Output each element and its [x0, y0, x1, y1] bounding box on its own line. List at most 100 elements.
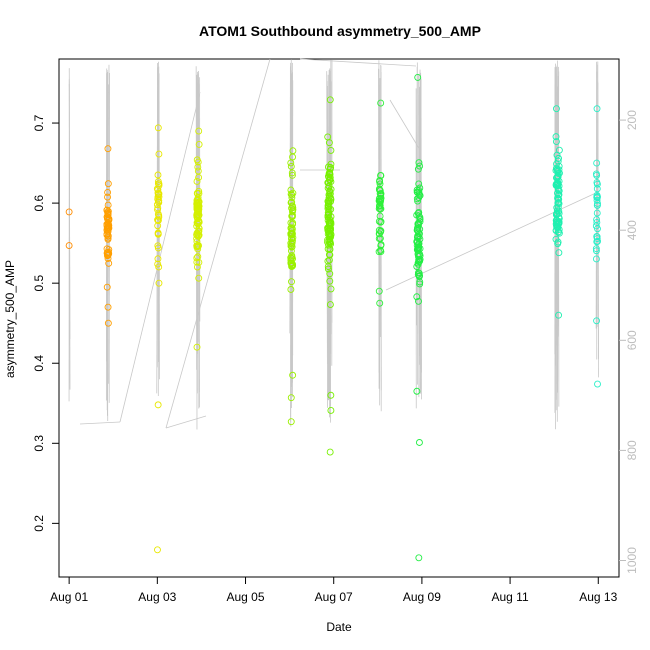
data-point — [154, 255, 162, 263]
data-point — [155, 150, 163, 158]
data-point — [324, 257, 332, 265]
data-point — [555, 199, 562, 206]
data-point — [414, 197, 422, 205]
data-point — [552, 133, 560, 141]
data-point — [155, 182, 163, 189]
x-tick-label: Aug 03 — [138, 590, 176, 604]
data-point — [193, 235, 201, 242]
data-point — [593, 216, 601, 223]
transect-line — [165, 415, 207, 429]
data-point — [555, 249, 563, 257]
data-point — [413, 237, 421, 245]
data-point — [155, 190, 163, 198]
data-point — [377, 172, 384, 179]
x-axis: Aug 01 Aug 03 Aug 05 Aug 07 Aug 09 Aug 11 Aug … — [50, 576, 618, 604]
data-point — [288, 234, 296, 242]
data-point — [154, 401, 162, 409]
data-point — [377, 195, 384, 203]
data-point — [104, 303, 112, 311]
data-point — [195, 217, 203, 225]
transect-line — [299, 58, 417, 67]
data-point — [287, 163, 295, 170]
data-point — [377, 242, 385, 250]
data-point — [376, 230, 383, 238]
data-point — [327, 285, 335, 293]
data-point — [325, 179, 332, 187]
data-point — [592, 247, 600, 255]
data-point — [324, 133, 332, 141]
data-point — [327, 160, 335, 168]
depth-profile-line — [597, 82, 599, 359]
data-point — [377, 99, 385, 107]
data-point — [193, 214, 201, 222]
data-point — [104, 211, 112, 219]
data-point — [553, 105, 560, 113]
data-point — [554, 189, 561, 197]
data-point — [324, 172, 332, 180]
y-tick-label: 0.6 — [32, 194, 46, 211]
data-point — [324, 265, 332, 273]
data-point — [326, 301, 334, 309]
data-point — [415, 159, 423, 167]
data-point — [195, 198, 203, 206]
data-point — [287, 190, 295, 198]
data-point — [327, 407, 335, 414]
data-point — [593, 201, 601, 209]
transect-line — [389, 99, 421, 151]
transect-line — [79, 421, 121, 425]
data-point — [413, 226, 421, 234]
data-point — [413, 293, 421, 301]
data-point — [416, 215, 424, 223]
data-point — [592, 255, 600, 263]
data-point — [195, 227, 203, 235]
x-tick-label: Aug 07 — [315, 590, 353, 604]
data-point — [326, 96, 334, 104]
data-point — [289, 220, 297, 228]
data-point — [325, 170, 333, 178]
data-point — [414, 165, 422, 173]
data-point — [288, 204, 296, 212]
data-point — [416, 184, 424, 192]
data-point — [554, 154, 562, 162]
data-point — [104, 145, 112, 153]
data-point — [555, 191, 563, 199]
data-point — [195, 187, 203, 195]
data-point — [326, 277, 334, 285]
data-point — [376, 234, 384, 242]
data-point — [414, 271, 422, 279]
data-point — [327, 146, 335, 154]
data-point — [194, 158, 202, 166]
data-point — [288, 278, 295, 286]
data-point — [593, 159, 601, 167]
data-point — [593, 196, 601, 204]
data-point — [554, 203, 562, 211]
x-axis-label: Date — [326, 620, 352, 634]
data-point — [594, 380, 601, 388]
data-point — [554, 194, 561, 202]
data-point — [154, 186, 162, 194]
depth-profile-line — [158, 73, 160, 380]
data-point — [413, 263, 421, 270]
data-point — [104, 319, 112, 327]
data-point — [416, 280, 424, 288]
data-point — [416, 250, 424, 258]
data-point — [288, 171, 296, 179]
data-point — [154, 191, 162, 199]
y-axis-label: asymmetry_500_AMP — [3, 260, 17, 378]
data-point — [594, 237, 602, 245]
data-point — [555, 220, 562, 228]
data-point — [414, 73, 422, 81]
data-point — [415, 228, 422, 236]
data-point — [375, 287, 383, 295]
data-point — [104, 180, 112, 188]
data-point — [376, 299, 384, 307]
data-point — [287, 159, 295, 167]
depth-profile-line — [289, 85, 292, 360]
data-point — [288, 194, 296, 202]
data-point — [193, 263, 201, 271]
depth-profile-line — [291, 73, 293, 335]
data-point — [155, 279, 163, 287]
data-point — [376, 198, 384, 206]
data-point — [288, 169, 296, 177]
